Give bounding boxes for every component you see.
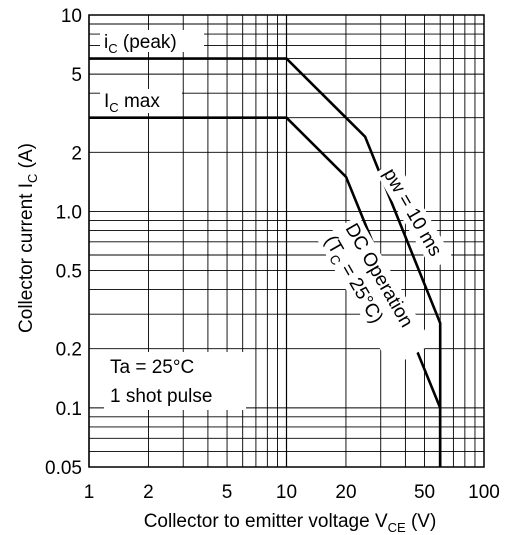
shot-label: 1 shot pulse bbox=[110, 386, 212, 407]
x-axis-title: Collector to emitter voltage VCE (V) bbox=[144, 511, 437, 535]
plot-frame bbox=[88, 14, 485, 468]
x-tick-label: 20 bbox=[335, 482, 356, 503]
x-tick-label: 5 bbox=[222, 482, 233, 503]
y-tick-label: 0.1 bbox=[56, 399, 82, 420]
ic-peak-label-bg bbox=[100, 30, 204, 52]
series-line-pw-10ms bbox=[89, 57, 442, 467]
ic-max-label: IC max bbox=[104, 91, 160, 115]
ic-peak-label: iC (peak) bbox=[104, 32, 177, 56]
pw-label-bg bbox=[375, 160, 453, 270]
x-tick-label: 100 bbox=[468, 482, 500, 503]
ta-label: Ta = 25°C bbox=[110, 357, 194, 378]
y-tick-labels: 10 5 2 1.0 0.5 0.2 0.1 0.05 bbox=[45, 6, 82, 479]
y-tick-label: 0.2 bbox=[56, 340, 82, 361]
x-tick-label: 2 bbox=[143, 482, 154, 503]
dc-label-bg bbox=[317, 215, 433, 368]
y-tick-label: 0.05 bbox=[45, 458, 82, 479]
y-tick-label: 0.5 bbox=[56, 262, 82, 283]
series-lines bbox=[89, 57, 442, 467]
series-line-dc-operation bbox=[89, 116, 442, 467]
y-tick-label: 5 bbox=[71, 65, 82, 86]
conditions-bg bbox=[104, 352, 246, 410]
x-tick-label: 10 bbox=[276, 482, 297, 503]
y-axis-title: Collector current IC (A) bbox=[16, 143, 40, 333]
y-tick-label: 2 bbox=[71, 143, 82, 164]
y-tick-label: 10 bbox=[61, 6, 82, 27]
pw-label: pw = 10 ms bbox=[379, 165, 446, 260]
ic-max-label-bg bbox=[100, 89, 182, 113]
x-tick-labels: 1 2 5 10 20 50 100 bbox=[84, 482, 500, 503]
x-tick-label: 50 bbox=[414, 482, 435, 503]
y-tick-label: 1.0 bbox=[56, 202, 82, 223]
x-tick-label: 1 bbox=[84, 482, 95, 503]
